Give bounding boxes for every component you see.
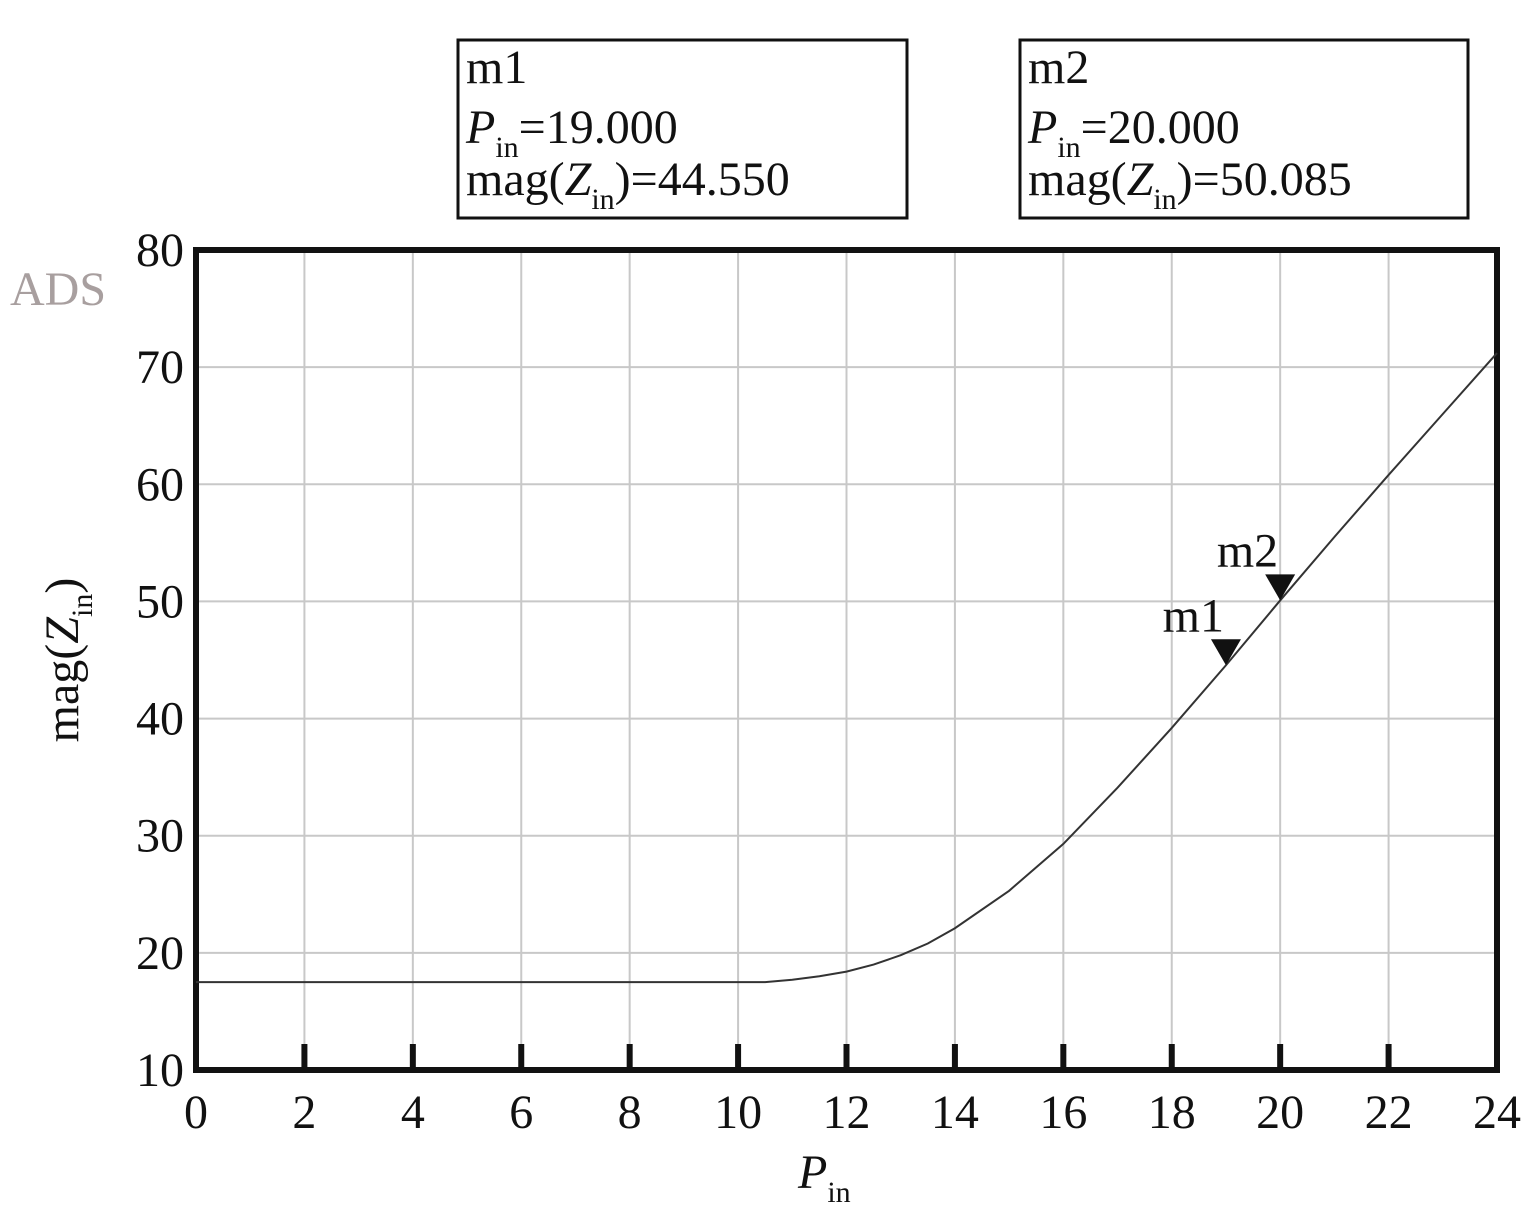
x-tick-label: 6 [509, 1086, 533, 1139]
x-tick-label: 18 [1148, 1086, 1196, 1139]
text-part: 50.085 [1220, 153, 1352, 206]
y-axis-label: mag(Zin) [36, 578, 99, 743]
text-part: in [1057, 131, 1080, 164]
x-tick-label: 24 [1473, 1086, 1521, 1139]
readout-y: mag(Zin)=44.550 [466, 153, 790, 216]
text-part: in [1153, 183, 1176, 216]
marker-label: m1 [1163, 589, 1224, 642]
text-part: ) [1177, 153, 1193, 206]
marker-readout-box [1018, 38, 1470, 220]
text-part: Z [36, 616, 89, 644]
readout-x: Pin=19.000 [465, 101, 678, 164]
marker-triangle [1210, 639, 1241, 666]
x-tick-label: 20 [1256, 1086, 1304, 1139]
y-tick-label: 60 [136, 458, 184, 511]
text-part: ) [36, 578, 89, 594]
x-tick-label: 4 [401, 1086, 425, 1139]
readout-name: m2 [1028, 41, 1089, 94]
readout-name: m1 [466, 41, 527, 94]
text-part: P [1027, 101, 1057, 154]
text-part: P [465, 101, 495, 154]
text-part: P [797, 1146, 827, 1199]
x-tick-label: 14 [931, 1086, 979, 1139]
text-part: in [591, 183, 614, 216]
y-tick-label: 50 [136, 575, 184, 628]
marker-label: m2 [1217, 524, 1278, 577]
x-tick-label: 16 [1039, 1086, 1087, 1139]
y-tick-label: 30 [136, 810, 184, 863]
text-part: mag( [466, 153, 565, 206]
watermark: ADS [10, 263, 106, 316]
text-part: in [495, 131, 518, 164]
x-axis-label: Pin [797, 1146, 851, 1209]
y-tick-label: 80 [136, 224, 184, 277]
text-part: Z [565, 153, 593, 206]
text-part: = [519, 101, 546, 154]
readout-x: Pin=20.000 [1027, 101, 1240, 164]
y-tick-label: 40 [136, 693, 184, 746]
text-part: = [1081, 101, 1108, 154]
x-tick-label: 10 [714, 1086, 762, 1139]
readout-y: mag(Zin)=50.085 [1028, 153, 1352, 216]
text-part: 44.550 [658, 153, 790, 206]
x-tick-label: 0 [184, 1086, 208, 1139]
y-tick-label: 70 [136, 341, 184, 394]
text-part: = [631, 153, 658, 206]
text-part: mag( [36, 644, 89, 743]
text-part: mag( [1028, 153, 1127, 206]
text-part: in [827, 1176, 850, 1209]
text-part: Z [1127, 153, 1155, 206]
x-tick-label: 8 [618, 1086, 642, 1139]
text-part: = [1193, 153, 1220, 206]
x-tick-label: 2 [292, 1086, 316, 1139]
plot-frame [193, 247, 1500, 1073]
text-part: 20.000 [1108, 101, 1240, 154]
text-part: ) [615, 153, 631, 206]
marker-triangle [1265, 574, 1296, 601]
y-tick-label: 20 [136, 927, 184, 980]
x-tick-label: 22 [1365, 1086, 1413, 1139]
text-part: 19.000 [546, 101, 678, 154]
y-tick-label: 10 [136, 1044, 184, 1097]
x-tick-label: 12 [823, 1086, 871, 1139]
data-line [196, 352, 1498, 984]
marker-readout-box [456, 38, 909, 220]
text-part: in [66, 594, 99, 617]
